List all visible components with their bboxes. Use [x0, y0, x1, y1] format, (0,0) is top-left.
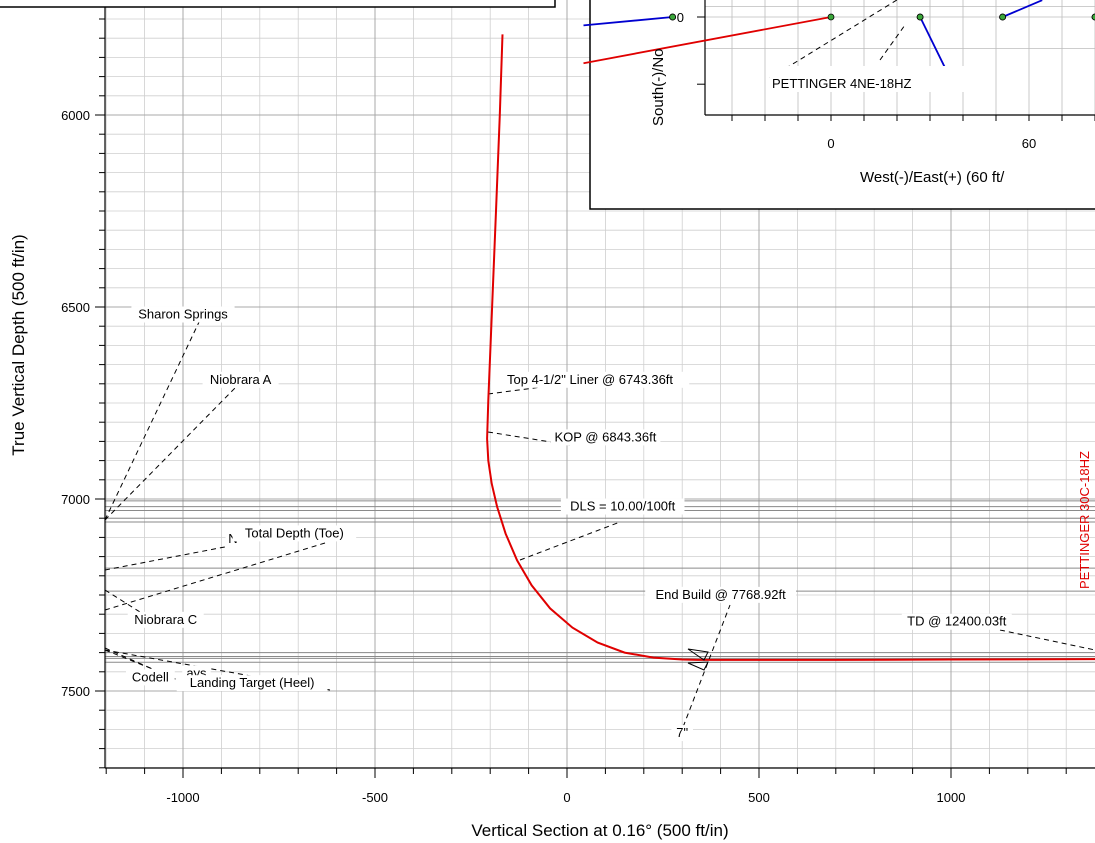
leader-line	[487, 431, 571, 446]
casing-marker	[687, 648, 709, 671]
inset-point	[1091, 13, 1095, 21]
inset-well-label: PETTINGER 4NE-18HZ	[772, 76, 911, 91]
formation-top-lines	[105, 500, 1095, 663]
annotation-bg	[131, 306, 235, 323]
annotation-label: KOP @ 6843.36ft	[554, 429, 656, 444]
annotation-labels: Sharon Springs Niobrara A Top 4-1/2" Liner…	[125, 306, 1012, 742]
leader-line	[104, 589, 141, 613]
annotation-label: Codell	[132, 669, 169, 684]
x-tick-label: 0	[563, 790, 570, 805]
trajectory-series	[486, 34, 1095, 671]
annotation-bg	[232, 525, 357, 542]
inset-label-bg	[770, 66, 985, 92]
x-tick-label: 500	[748, 790, 770, 805]
annotation-bg	[901, 613, 1012, 630]
well-name-label: PETTINGER 30C-18HZ	[1077, 451, 1092, 589]
inset-point	[999, 13, 1006, 21]
leader-line	[104, 544, 236, 571]
inset-series-3	[1002, 0, 1043, 18]
leader-line	[679, 604, 731, 736]
inset-leader	[879, 24, 906, 61]
annotation-label: Landing Target (Heel)	[190, 675, 315, 690]
inset-series-1	[583, 16, 673, 27]
annotation-label: Total Depth (Toe)	[245, 525, 344, 540]
annotation-label: TD @ 12400.03ft	[907, 614, 1007, 629]
y-tick-label: 7000	[61, 492, 90, 507]
y-axis-title: True Vertical Depth (500 ft/in)	[9, 234, 28, 455]
x-axis-title: Vertical Section at 0.16° (500 ft/in)	[471, 821, 728, 840]
annotation-bg	[550, 429, 661, 446]
y-tick-label: 6000	[61, 108, 90, 123]
x-tick-label: 1000	[937, 790, 966, 805]
inset-y-axis-title: South(-)/No	[650, 48, 667, 126]
annotation-label: Niobrara C	[134, 612, 197, 627]
inset-frame	[589, 0, 1095, 210]
inset-xtick-0: 0	[827, 136, 834, 151]
inset-point	[916, 13, 924, 21]
title-box-fragment	[0, 0, 556, 8]
annotation-label: Top 4-1/2" Liner @ 6743.36ft	[507, 372, 673, 387]
inset-ytick-0: 0	[677, 10, 684, 25]
annotation-bg	[176, 675, 328, 692]
inset-x-axis-title: West(-)/East(+) (60 ft/	[860, 169, 1005, 186]
annotation-label: Niobrara A	[210, 372, 272, 387]
annotation-bg	[560, 498, 685, 515]
inset-point	[827, 13, 835, 21]
y-tick-label: 6500	[61, 300, 90, 315]
annotation-label: Sharon Springs	[138, 307, 228, 322]
series-0-line	[486, 34, 1095, 661]
leader-line	[999, 629, 1095, 651]
leader-line	[104, 319, 201, 521]
inset-xtick-60: 60	[1022, 136, 1036, 151]
leader-line	[104, 387, 236, 521]
annotation-bg	[125, 669, 175, 686]
annotation-bg	[127, 611, 204, 628]
leader-line	[104, 542, 326, 611]
inset-series-0	[583, 16, 832, 65]
annotation-bg	[671, 725, 693, 742]
y-tick-label: 7500	[61, 684, 90, 699]
annotation-label: End Build @ 7768.92ft	[655, 587, 786, 602]
x-tick-label: -1000	[166, 790, 199, 805]
x-tick-label: -500	[362, 790, 388, 805]
annotation-label: 7"	[676, 725, 688, 740]
annotation-bg	[202, 371, 279, 388]
annotation-bg	[490, 371, 690, 388]
plan-view-inset: West(-)/East(+) (60 ft/ South(-)/No PETT…	[583, 0, 1095, 210]
annotation-label: DLS = 10.00/100ft	[570, 499, 676, 514]
annotation-bg	[645, 586, 796, 603]
inset-point	[669, 13, 676, 21]
